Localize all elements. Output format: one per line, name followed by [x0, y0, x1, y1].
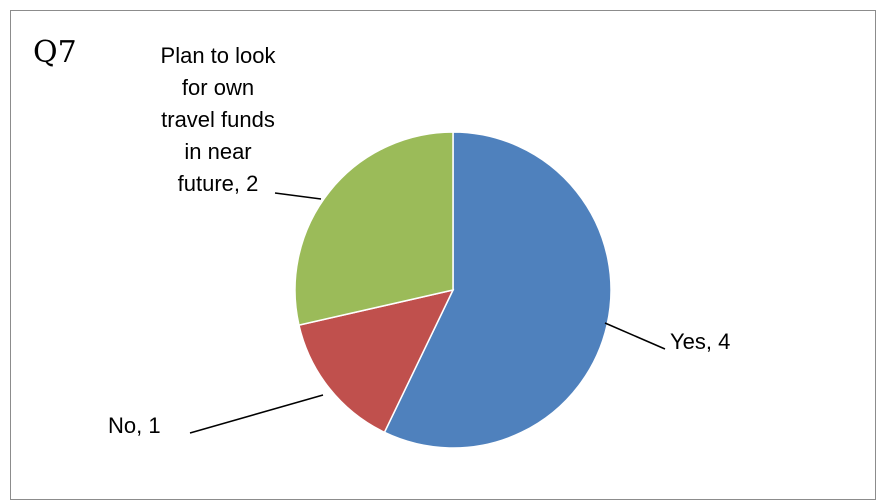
- data-label-plan-to: in near: [184, 139, 251, 164]
- leader-line-no: [189, 394, 324, 434]
- pie-slice-plan-to: [294, 131, 454, 327]
- pie-data-labels: Yes, 4 No, 1 Plan to look for own travel fun…: [108, 43, 730, 438]
- data-label-plan-to: future, 2: [178, 171, 259, 196]
- data-label-plan-to: Plan to look: [161, 43, 277, 68]
- leader-line-yes: [604, 322, 666, 350]
- pie-slice-no: [298, 288, 455, 434]
- leader-line-plan-to: [274, 192, 322, 200]
- pie-slices: [294, 131, 612, 449]
- chart-title: Q7: [33, 35, 77, 70]
- pie-slice-yes: [383, 131, 612, 449]
- data-label-yes: Yes, 4: [670, 329, 730, 354]
- data-label-plan-to: for own: [182, 75, 254, 100]
- data-label-plan-to: travel funds: [161, 107, 275, 132]
- data-label-no: No, 1: [108, 413, 161, 438]
